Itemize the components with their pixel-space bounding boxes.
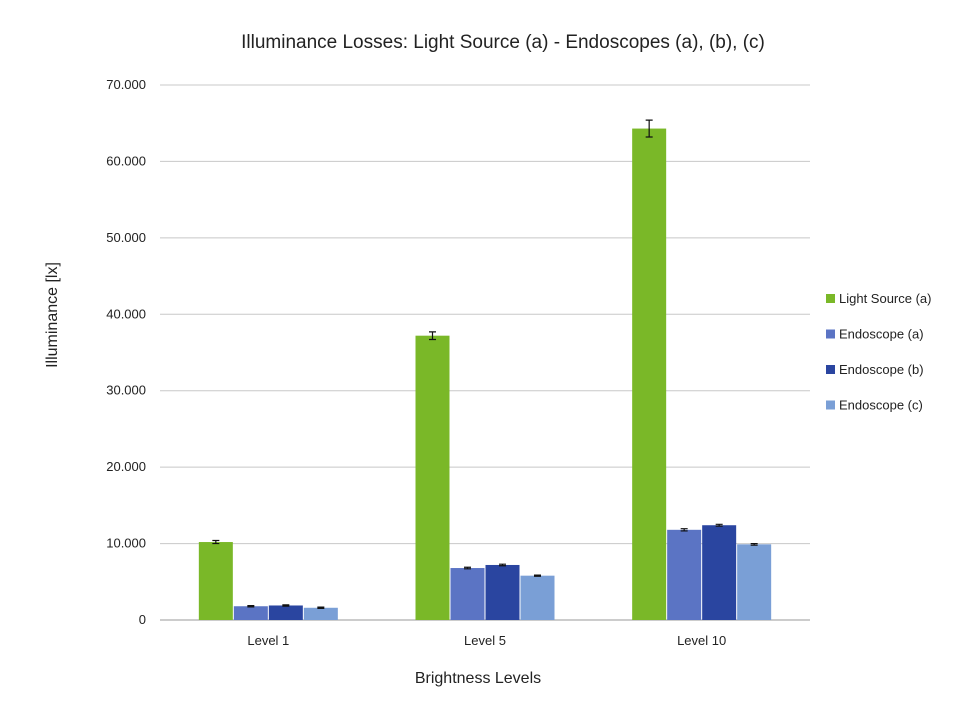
bar [667,529,702,620]
bar [520,575,555,620]
bars [198,119,772,621]
y-tick-label: 60.000 [106,153,146,168]
x-tick-label: Level 1 [247,633,289,648]
error-bar [680,528,688,532]
legend-swatch [826,294,835,303]
y-tick-label: 0 [139,612,146,627]
y-tick-label: 40.000 [106,306,146,321]
legend-label: Endoscope (c) [839,398,923,413]
y-tick-label: 20.000 [106,459,146,474]
error-bar [750,542,758,546]
legend-swatch [826,329,835,339]
legend-swatch [826,365,835,374]
error-bar [212,539,220,545]
x-axis-label: Brightness Levels [415,670,541,687]
x-tick-label: Level 10 [677,633,726,648]
y-axis-label: Illuminance [lx] [44,262,61,368]
error-bar [317,606,325,609]
bar [415,335,450,620]
chart-title: Illuminance Losses: Light Source (a) - E… [241,32,765,53]
error-bar [282,604,290,607]
error-bar [247,605,255,608]
bar [702,525,737,620]
bar [198,542,233,620]
bar [233,606,268,620]
x-tick-label: Level 5 [464,633,506,648]
y-tick-label: 30.000 [106,383,146,398]
bar [303,607,338,620]
error-bar [499,563,506,567]
y-tick-label: 70.000 [106,77,146,92]
legend-swatch [826,400,835,410]
y-tick-label: 50.000 [106,230,146,245]
x-axis-ticks: Level 1 Level 5 Level 10 [247,633,726,648]
error-bar [429,331,436,341]
error-bar [464,566,471,570]
legend-label: Endoscope (b) [839,362,924,377]
bar [485,564,520,620]
error-bar [645,119,653,138]
bar [450,568,485,620]
legend-label: Endoscope (a) [839,327,924,342]
y-axis-ticks: 0 10.000 20.000 30.000 40.000 50.000 60.000 70.… [106,77,146,627]
error-bar [715,523,723,527]
bar [268,605,303,620]
y-tick-label: 10.000 [106,536,146,551]
bar [632,128,667,621]
legend-label: Light Source (a) [839,291,932,306]
gridlines [160,84,810,621]
bar [737,544,772,620]
legend: Light Source (a) Endoscope (a) Endoscope (… [826,291,932,413]
error-bar [534,574,541,577]
